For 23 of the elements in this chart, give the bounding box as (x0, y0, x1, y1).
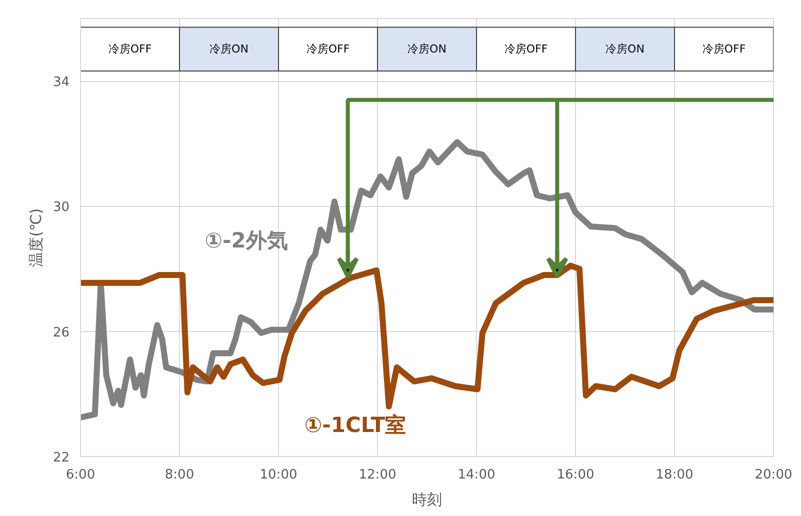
band-label: 冷房ON (606, 42, 644, 56)
x-tick-label: 12:00 (358, 468, 396, 482)
x-tick-label: 14:00 (458, 468, 496, 482)
band-label: 冷房ON (408, 42, 446, 56)
band-label: 冷房OFF (504, 42, 548, 56)
band-label: 冷房OFF (108, 42, 152, 56)
series-label: ①-1CLT室 (304, 413, 406, 438)
x-tick-label: 6:00 (66, 468, 96, 482)
band-label: 冷房OFF (306, 42, 350, 56)
x-tick-label: 8:00 (164, 468, 194, 482)
band-label: 冷房ON (210, 42, 248, 56)
x-tick-label: 10:00 (260, 468, 298, 482)
x-tick-label: 16:00 (556, 468, 594, 482)
x-tick-label: 20:00 (754, 468, 792, 482)
y-tick-label: 30 (52, 200, 70, 216)
x-axis-title: 時刻 (412, 490, 442, 508)
y-axis-title: 温度(℃) (26, 208, 45, 267)
x-tick-label: 18:00 (656, 468, 694, 482)
y-tick-label: 22 (52, 450, 70, 466)
band-label: 冷房OFF (702, 42, 746, 56)
y-tick-label: 26 (52, 325, 70, 340)
series-label: ①-2外気 (204, 228, 288, 253)
y-tick-label: 34 (52, 75, 70, 90)
